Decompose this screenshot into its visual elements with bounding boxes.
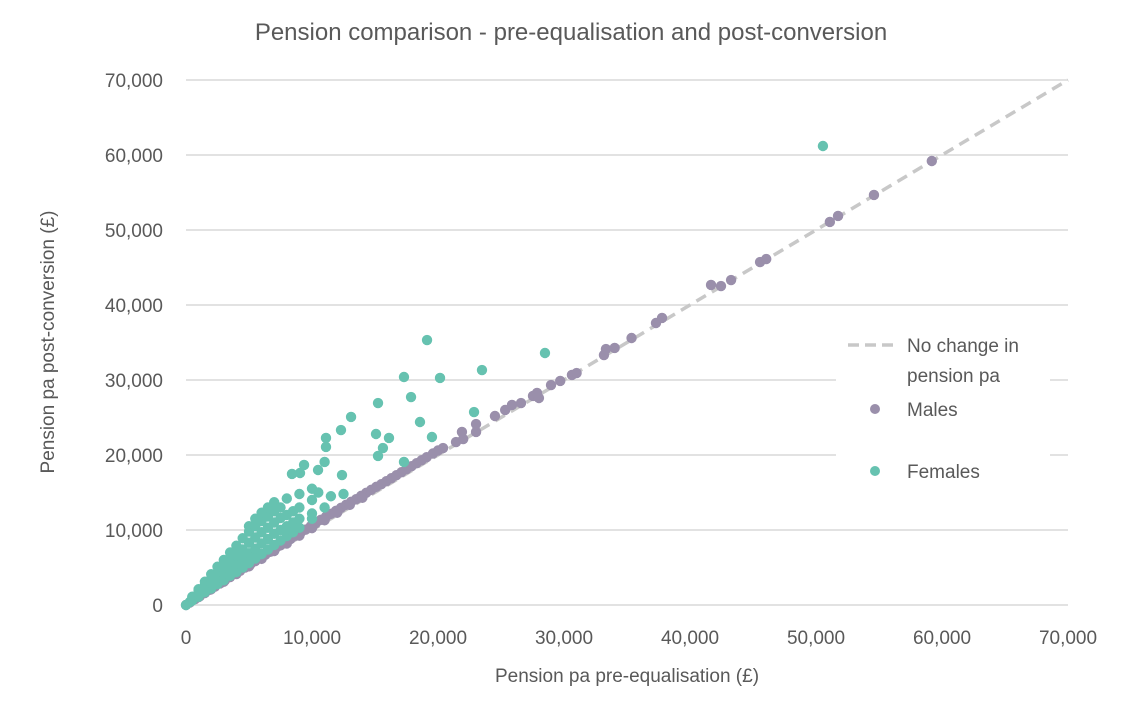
point-females: [294, 502, 305, 513]
y-tick-label: 50,000: [105, 221, 163, 242]
y-axis-label: Pension pa post-conversion (£): [38, 211, 59, 474]
x-tick-label: 30,000: [535, 628, 593, 649]
point-females: [421, 334, 433, 346]
x-axis-ticks: 0 10,000 20,000 30,000 40,000 50,000 60,000 70,…: [181, 628, 1097, 649]
point-females: [414, 416, 426, 428]
point-males: [715, 280, 727, 292]
x-tick-label: 60,000: [913, 628, 971, 649]
point-females: [398, 371, 410, 383]
point-males: [344, 499, 355, 511]
point-males: [456, 426, 468, 438]
point-males: [868, 189, 880, 201]
point-males: [832, 210, 844, 222]
point-females: [312, 464, 324, 476]
point-males: [600, 343, 612, 355]
point-males: [306, 522, 318, 534]
point-females: [306, 508, 318, 519]
y-tick-label: 60,000: [105, 146, 163, 167]
point-females: [434, 372, 446, 384]
point-males: [656, 312, 668, 324]
x-tick-label: 70,000: [1039, 628, 1097, 649]
y-tick-label: 10,000: [105, 521, 163, 542]
point-females: [294, 513, 305, 524]
point-males: [926, 155, 937, 167]
point-females: [383, 432, 395, 444]
point-females: [372, 397, 384, 409]
point-females: [306, 494, 318, 506]
point-females: [370, 428, 382, 440]
point-females: [319, 456, 330, 468]
point-females: [313, 487, 324, 498]
point-males: [489, 410, 501, 422]
point-males: [319, 515, 330, 526]
point-females: [345, 411, 357, 423]
point-females: [539, 347, 551, 359]
point-females: [377, 442, 389, 454]
point-males: [357, 492, 368, 503]
point-males: [515, 397, 527, 409]
point-males: [332, 507, 343, 518]
point-females: [398, 456, 410, 468]
point-males: [571, 367, 582, 379]
x-tick-label: 10,000: [283, 628, 341, 649]
point-males: [437, 442, 449, 454]
x-axis-label: Pension pa pre-equalisation (£): [495, 666, 759, 687]
point-females: [281, 493, 292, 504]
point-females: [298, 459, 310, 471]
point-females: [817, 140, 829, 152]
y-tick-label: 40,000: [105, 296, 163, 317]
legend-reference-label-line1: No change in: [907, 336, 1019, 357]
x-tick-label: 0: [181, 628, 192, 649]
y-tick-label: 30,000: [105, 371, 163, 392]
point-females: [320, 432, 332, 444]
point-females: [294, 467, 306, 479]
legend-females-marker: [870, 466, 880, 476]
point-females: [476, 364, 488, 376]
point-males: [725, 274, 737, 286]
legend-reference-label-line2: pension pa: [907, 366, 1000, 387]
point-males: [705, 279, 717, 291]
series-females: [180, 140, 829, 611]
y-tick-label: 0: [152, 596, 163, 617]
point-females: [286, 468, 298, 480]
point-females: [468, 406, 480, 418]
point-males: [470, 418, 482, 430]
point-females: [336, 469, 348, 481]
y-axis-ticks: 0 10,000 20,000 30,000 40,000 50,000 60,000 70,…: [105, 71, 163, 617]
point-females: [335, 424, 347, 436]
point-females: [320, 441, 332, 453]
x-tick-label: 20,000: [409, 628, 467, 649]
point-males: [506, 399, 518, 411]
point-males: [470, 426, 482, 438]
chart-title: Pension comparison - pre-equalisation an…: [255, 19, 887, 46]
legend-males-label: Males: [907, 400, 958, 421]
legend-females-label: Females: [907, 462, 980, 483]
point-males: [626, 332, 637, 344]
point-males: [824, 216, 836, 228]
point-males: [555, 375, 566, 387]
legend: No change in pension pa Males Females: [836, 325, 1050, 495]
point-females: [275, 502, 286, 513]
point-females: [325, 491, 337, 502]
point-females: [294, 522, 305, 533]
data-points: [180, 140, 937, 611]
point-males: [761, 253, 772, 265]
point-females: [294, 488, 305, 500]
point-males: [531, 387, 543, 399]
point-females: [405, 391, 417, 403]
point-females: [426, 431, 438, 443]
legend-males-marker: [870, 404, 880, 414]
x-tick-label: 40,000: [661, 628, 719, 649]
point-males: [609, 342, 620, 354]
y-tick-label: 70,000: [105, 71, 163, 92]
point-females: [338, 488, 349, 500]
gridlines: [186, 79, 1068, 606]
point-females: [372, 450, 384, 462]
y-tick-label: 20,000: [105, 446, 163, 467]
point-males: [545, 379, 557, 391]
x-tick-label: 50,000: [787, 628, 845, 649]
point-females: [319, 502, 330, 513]
